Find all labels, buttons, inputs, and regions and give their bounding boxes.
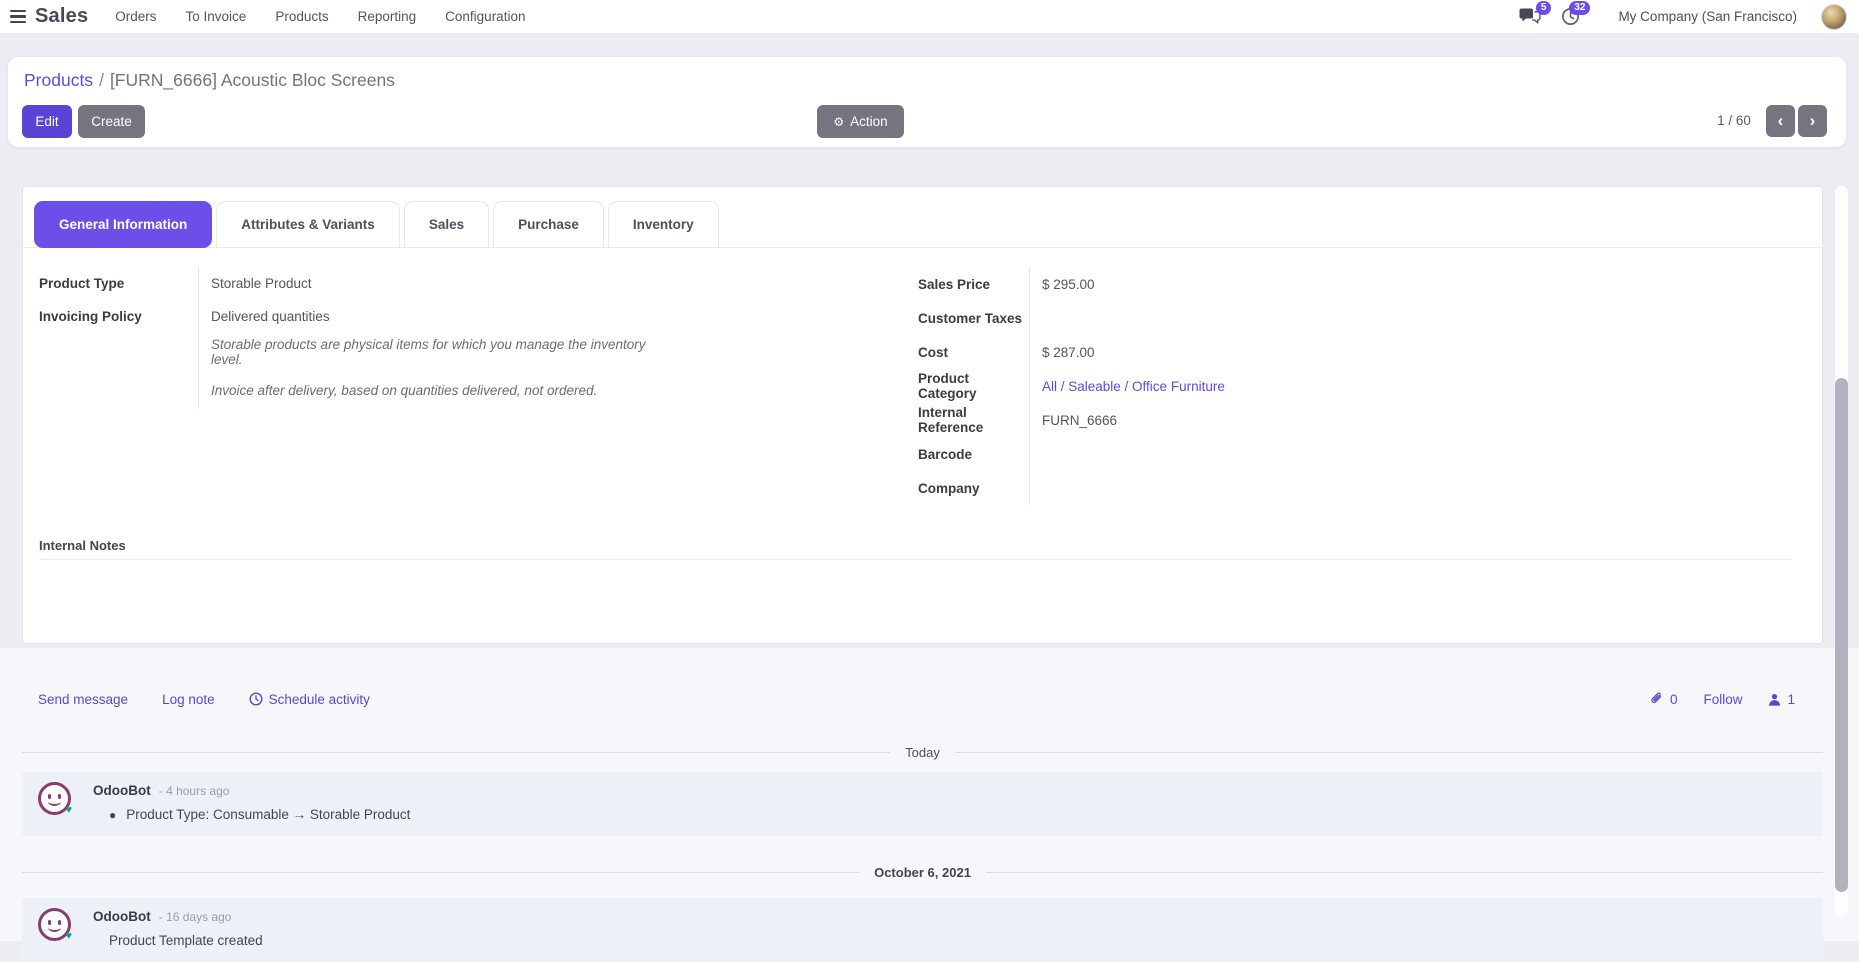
breadcrumb-current: [FURN_6666] Acoustic Bloc Screens <box>109 70 395 90</box>
date-divider-today-label: Today <box>905 744 940 760</box>
tabs-underline <box>23 247 1822 248</box>
chatter: Send message Log note Schedule activity … <box>22 660 1824 962</box>
menu-products[interactable]: Products <box>275 9 329 24</box>
tab-attributes-variants[interactable]: Attributes & Variants <box>216 201 400 248</box>
send-message-button[interactable]: Send message <box>38 691 129 707</box>
field-label-sales-price: Sales Price <box>918 276 991 292</box>
pager-previous-button[interactable]: ‹ <box>1766 105 1795 137</box>
attachments-button[interactable]: 0 <box>1649 691 1678 707</box>
log-note-button[interactable]: Log note <box>162 691 215 707</box>
message-author[interactable]: OdooBot <box>93 783 151 798</box>
menu-reporting[interactable]: Reporting <box>357 9 417 24</box>
field-value-product-category[interactable]: All / Saleable / Office Furniture <box>1029 369 1568 403</box>
notebook-tabs: General Information Attributes & Variant… <box>34 201 719 248</box>
breadcrumb-products-link[interactable]: Products <box>24 70 94 90</box>
field-value-invoicing-policy: Delivered quantities <box>198 300 679 333</box>
messages-button[interactable]: 5 <box>1519 1 1552 26</box>
app-name[interactable]: Sales <box>35 5 89 27</box>
field-value-product-type: Storable Product <box>198 267 679 300</box>
field-value-customer-taxes <box>1029 301 1568 335</box>
odoobot-avatar: ♥ <box>38 782 72 816</box>
field-value-barcode <box>1029 437 1568 471</box>
tab-purchase[interactable]: Purchase <box>493 201 604 248</box>
menu-to-invoice[interactable]: To Invoice <box>185 9 247 24</box>
company-switcher[interactable]: My Company (San Francisco) <box>1618 9 1797 24</box>
menu-orders[interactable]: Orders <box>115 9 157 24</box>
field-label-customer-taxes: Customer Taxes <box>918 310 1023 326</box>
control-panel: Products / [FURN_6666] Acoustic Bloc Scree… <box>8 57 1846 147</box>
internal-notes-divider <box>39 559 1792 560</box>
chevron-right-icon: › <box>1809 111 1816 130</box>
internal-notes-label: Internal Notes <box>39 538 126 553</box>
chevron-left-icon: ‹ <box>1777 111 1784 130</box>
field-label-product-type: Product Type <box>39 276 125 291</box>
form-right-group: Sales Price $ 295.00 Customer Taxes Cost… <box>918 267 1568 505</box>
breadcrumb-separator: / <box>99 70 104 90</box>
help-note-storable: Storable products are physical items for… <box>198 333 679 371</box>
tab-sales[interactable]: Sales <box>403 201 490 248</box>
field-label-company: Company <box>918 480 980 496</box>
schedule-activity-label: Schedule activity <box>268 691 370 707</box>
edit-button[interactable]: Edit <box>22 105 72 138</box>
create-button[interactable]: Create <box>78 105 145 138</box>
product-form-sheet: General Information Attributes & Variant… <box>22 186 1823 644</box>
activities-badge: 32 <box>1569 1 1591 15</box>
schedule-activity-button[interactable]: Schedule activity <box>249 692 370 707</box>
message-tracking-text: Product Type: Consumable → Storable Prod… <box>126 807 411 822</box>
activity-clock-icon <box>249 692 263 706</box>
breadcrumb: Products / [FURN_6666] Acoustic Bloc Scree… <box>24 70 395 91</box>
person-icon <box>1768 693 1781 706</box>
chatter-topbar-right: 0 Follow 1 <box>1649 691 1807 707</box>
message-today: ♥ OdooBot - 4 hours ago ● Product Type: … <box>22 772 1823 836</box>
attachments-count: 0 <box>1669 691 1678 707</box>
message-timestamp: - 16 days ago <box>158 910 232 924</box>
followers-count: 1 <box>1787 691 1795 707</box>
pager-next-button[interactable]: › <box>1798 105 1827 137</box>
tab-inventory[interactable]: Inventory <box>607 201 719 248</box>
action-button-label: Action <box>850 114 888 129</box>
follow-button[interactable]: Follow <box>1703 691 1743 707</box>
apps-menu-icon[interactable] <box>10 10 26 23</box>
help-note-invoice: Invoice after delivery, based on quantit… <box>198 371 679 409</box>
main-menu: Orders To Invoice Products Reporting Con… <box>115 7 525 26</box>
field-label-product-category: Product Category <box>918 371 977 401</box>
field-label-barcode: Barcode <box>918 446 973 462</box>
scrollbar-thumb[interactable] <box>1835 378 1848 892</box>
top-navbar: Sales Orders To Invoice Products Reporti… <box>0 0 1859 33</box>
field-label-cost: Cost <box>918 344 948 360</box>
odoobot-avatar: ♥ <box>38 908 72 942</box>
gear-icon: ⚙ <box>833 114 845 129</box>
action-button[interactable]: ⚙ Action <box>817 105 904 138</box>
heart-icon: ♥ <box>65 930 72 942</box>
field-value-sales-price: $ 295.00 <box>1029 267 1568 301</box>
menu-configuration[interactable]: Configuration <box>445 9 526 24</box>
field-label-internal-reference: Internal Reference <box>918 405 984 435</box>
date-divider-october-label: October 6, 2021 <box>874 864 971 880</box>
form-left-group: Product Type Storable Product Invoicing … <box>39 267 679 409</box>
field-label-invoicing-policy: Invoicing Policy <box>39 309 142 324</box>
message-author[interactable]: OdooBot <box>93 909 151 924</box>
activities-button[interactable]: 32 <box>1561 1 1591 26</box>
date-divider-october: October 6, 2021 <box>22 864 1824 880</box>
navbar-systray: 5 32 My Company (San Francisco) <box>1519 1 1847 30</box>
paperclip-icon <box>1649 691 1664 707</box>
date-divider-today: Today <box>22 744 1824 760</box>
chatter-toolbar: Send message Log note Schedule activity … <box>22 684 1823 714</box>
user-avatar[interactable] <box>1821 3 1847 30</box>
bullet-icon: ● <box>109 807 117 822</box>
message-october: ♥ OdooBot - 16 days ago Product Template… <box>22 898 1823 962</box>
heart-icon: ♥ <box>65 804 72 816</box>
field-value-internal-reference: FURN_6666 <box>1029 403 1568 437</box>
field-value-cost: $ 287.00 <box>1029 335 1568 369</box>
followers-button[interactable]: 1 <box>1768 692 1795 707</box>
pager-value: 1 / 60 <box>1717 113 1751 128</box>
tab-general-information[interactable]: General Information <box>34 201 213 248</box>
field-value-company <box>1029 471 1568 505</box>
messages-badge: 5 <box>1535 1 1552 15</box>
message-timestamp: - 4 hours ago <box>158 784 230 798</box>
